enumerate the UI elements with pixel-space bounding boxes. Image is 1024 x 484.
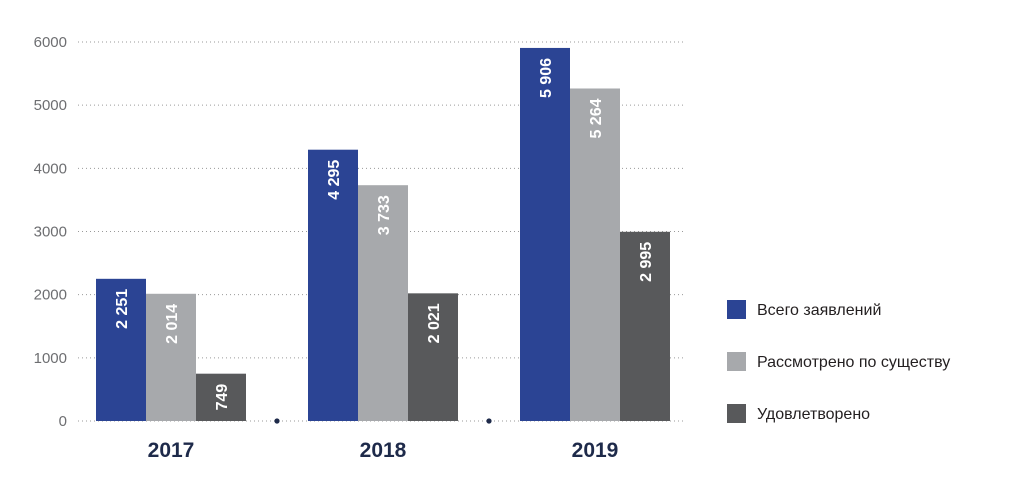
x-category-label: 2017 [148, 439, 195, 462]
y-tick-label: 6000 [34, 34, 67, 51]
bar [620, 231, 670, 421]
data-label: 2 021 [426, 303, 443, 343]
legend-label: Всего заявлений [757, 302, 881, 319]
bars [96, 47, 670, 422]
data-label: 5 906 [538, 58, 555, 98]
x-category-label: 2018 [360, 439, 407, 462]
bar [520, 47, 570, 421]
bar [146, 293, 196, 421]
data-label: 5 264 [588, 98, 605, 138]
x-category-label: 2019 [572, 439, 619, 462]
legend-swatch [727, 404, 746, 423]
category-separators [274, 418, 492, 424]
legend-label: Удовлетворено [757, 406, 870, 423]
y-tick-label: 0 [59, 413, 67, 430]
bar [408, 293, 458, 421]
legend: Всего заявлений Рассмотрено по существу Уд… [727, 300, 950, 423]
bar [570, 88, 620, 422]
y-tick-label: 2000 [34, 287, 67, 304]
group-separator-dot [486, 418, 492, 424]
bar [358, 185, 408, 421]
legend-swatch [727, 352, 746, 371]
bar [308, 149, 358, 422]
data-label: 749 [214, 384, 231, 411]
data-label: 4 295 [326, 160, 343, 200]
y-tick-label: 5000 [34, 97, 67, 114]
y-tick-label: 4000 [34, 160, 67, 177]
legend-label: Рассмотрено по существу [757, 354, 950, 371]
y-tick-label: 3000 [34, 224, 67, 241]
y-tick-label: 1000 [34, 350, 67, 367]
data-label: 2 995 [638, 242, 655, 282]
data-label: 2 251 [114, 289, 131, 329]
data-labels: 2 251 2 014 749 4 295 3 733 2 021 5 906 5 264 2 … [114, 58, 655, 411]
bar [96, 278, 146, 421]
legend-swatch [727, 300, 746, 319]
group-separator-dot [274, 418, 280, 424]
data-label: 3 733 [376, 195, 393, 235]
bar [196, 373, 246, 421]
data-label: 2 014 [164, 304, 181, 344]
x-axis-categories: 2017 2018 2019 [148, 439, 619, 462]
y-axis-ticks: 0 1000 2000 3000 4000 5000 6000 [34, 34, 67, 430]
